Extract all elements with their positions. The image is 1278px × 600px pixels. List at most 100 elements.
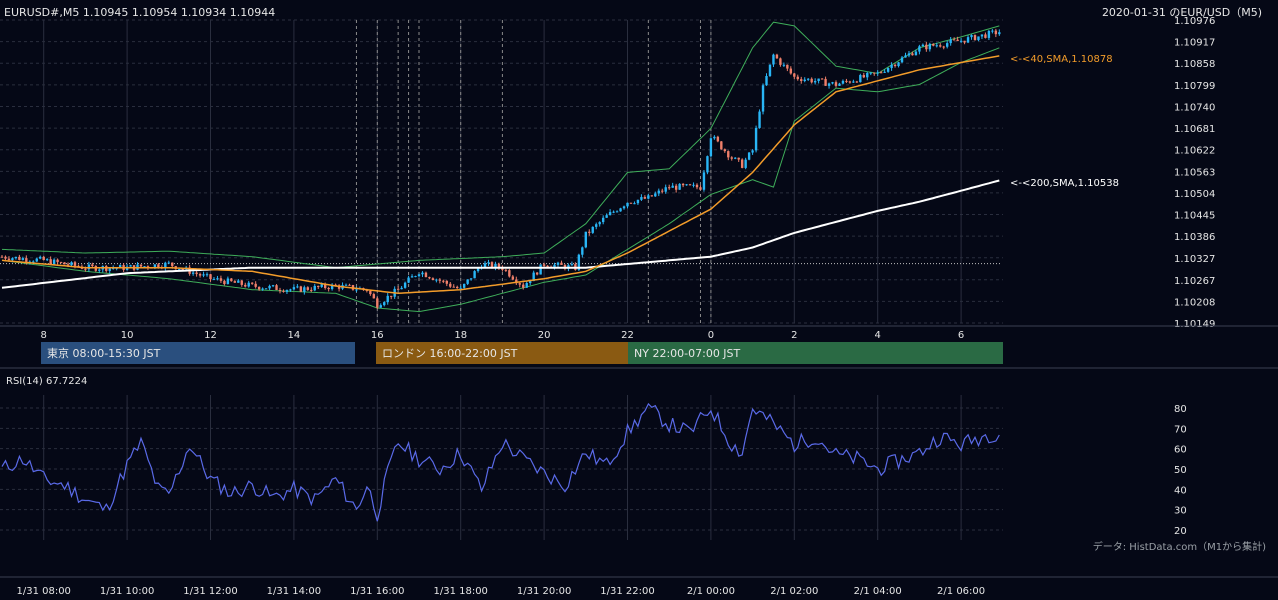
candle-body <box>761 85 765 112</box>
date-tick-label: 1/31 20:00 <box>517 586 571 597</box>
hour-tick-label: 2 <box>791 330 797 341</box>
candle-body <box>744 159 747 168</box>
chart-title: 2020-01-31 のEUR/USD（M5) <box>1102 6 1262 19</box>
candle-body <box>813 81 817 83</box>
candle-body <box>181 268 184 270</box>
hour-tick-label: 8 <box>41 330 47 341</box>
session-lines <box>355 20 712 323</box>
candle-body <box>87 264 91 270</box>
candle-body <box>626 202 629 207</box>
grid-layer <box>0 19 1003 324</box>
rsi-panel: 80 70 60 50 40 30 20 <box>0 395 1187 540</box>
price-tick-label: 1.10445 <box>1174 211 1215 222</box>
candle-body <box>63 262 66 265</box>
rsi-tick-label: 40 <box>1174 485 1187 496</box>
candle-body <box>827 83 831 86</box>
candle-body <box>713 136 716 139</box>
candle-body <box>108 268 111 271</box>
candle-body <box>497 263 501 268</box>
hour-tick-label: 16 <box>371 330 384 341</box>
price-tick-label: 1.10563 <box>1174 167 1215 178</box>
candle-body <box>410 276 414 278</box>
candle-body <box>313 285 316 291</box>
candle-body <box>490 262 494 268</box>
rsi-tick-label: 70 <box>1174 424 1187 435</box>
candle-body <box>525 283 528 288</box>
candle-body <box>289 289 292 291</box>
candle-body <box>765 75 768 86</box>
candle-body <box>789 68 793 74</box>
candle-body <box>212 278 216 280</box>
candles <box>0 28 1001 309</box>
date-tick-label: 1/31 08:00 <box>16 586 70 597</box>
candle-body <box>747 152 751 160</box>
candle-body <box>98 269 101 271</box>
candle-body <box>167 262 170 264</box>
candle-body <box>407 277 410 283</box>
candle-body <box>622 206 626 209</box>
candle-body <box>775 54 779 59</box>
candle-body <box>424 272 428 278</box>
candle-body <box>230 278 233 282</box>
candle-body <box>831 82 834 84</box>
candle-body <box>209 274 212 280</box>
candle-body <box>598 222 601 225</box>
candle-body <box>45 259 49 261</box>
candle-body <box>299 286 303 292</box>
candle-body <box>709 138 713 157</box>
candle-body <box>327 287 330 290</box>
candle-body <box>862 75 865 78</box>
candle-body <box>66 264 70 266</box>
candle-body <box>664 187 667 192</box>
candle-body <box>112 267 115 269</box>
candle-body <box>504 269 508 271</box>
candle-body <box>247 282 250 287</box>
candle-body <box>605 215 608 218</box>
candle-body <box>456 286 459 289</box>
candle-body <box>640 197 643 200</box>
candle-body <box>105 266 108 271</box>
candle-body <box>921 44 925 47</box>
candle-body <box>834 82 838 86</box>
candle-body <box>532 272 535 282</box>
candle-body <box>754 127 758 151</box>
candle-body <box>869 72 872 74</box>
rsi-tick-label: 80 <box>1174 404 1187 415</box>
candle-body <box>803 79 806 82</box>
candle-body <box>668 187 671 189</box>
candle-body <box>984 34 987 38</box>
candle-body <box>285 290 289 292</box>
candle-body <box>539 264 542 275</box>
candle-body <box>438 279 442 281</box>
candle-body <box>4 256 7 259</box>
hour-tick-label: 6 <box>958 330 964 341</box>
candle-body <box>317 285 320 287</box>
candle-body <box>782 64 786 66</box>
candle-body <box>963 40 966 43</box>
candle-body <box>435 279 438 281</box>
price-tick-label: 1.10149 <box>1174 319 1215 330</box>
date-tick-label: 2/1 06:00 <box>937 586 985 597</box>
bollinger-lower <box>1 47 1000 313</box>
hour-tick-label: 22 <box>621 330 634 341</box>
candle-body <box>577 254 581 270</box>
candle-body <box>178 268 181 270</box>
candle-body <box>556 262 560 265</box>
candle-body <box>685 184 688 186</box>
candle-body <box>376 298 379 308</box>
candle-body <box>994 30 998 35</box>
price-tick-label: 1.10504 <box>1174 189 1215 200</box>
symbol-ohlc-line: EURUSD#,M5 1.10945 1.10954 1.10934 1.109… <box>4 6 275 19</box>
candle-body <box>278 289 282 291</box>
sma40-label: <-<40,SMA,1.10878 <box>1010 54 1113 65</box>
rsi-tick-label: 60 <box>1174 445 1187 456</box>
candle-body <box>727 151 730 158</box>
candle-body <box>879 72 883 74</box>
candle-body <box>261 288 264 290</box>
candle-body <box>257 286 261 290</box>
candle-body <box>11 258 14 261</box>
date-tick-label: 1/31 10:00 <box>100 586 154 597</box>
candle-body <box>303 287 306 292</box>
candle-body <box>195 272 198 275</box>
candle-body <box>949 39 952 44</box>
